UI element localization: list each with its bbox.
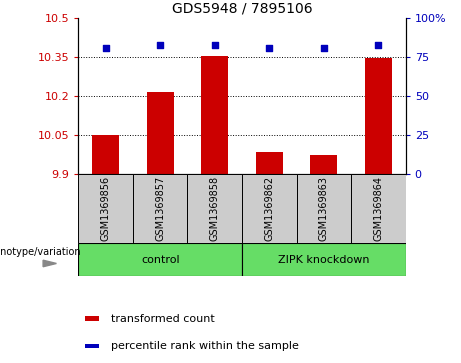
- Text: GSM1369862: GSM1369862: [264, 176, 274, 241]
- Text: GSM1369864: GSM1369864: [373, 176, 384, 241]
- Text: GSM1369863: GSM1369863: [319, 176, 329, 241]
- Bar: [242, 243, 406, 276]
- Bar: [78, 243, 242, 276]
- Text: ZIPK knockdown: ZIPK knockdown: [278, 254, 370, 265]
- Point: [157, 42, 164, 48]
- Bar: [365, 58, 392, 174]
- Bar: [78, 174, 133, 243]
- Point: [320, 45, 327, 51]
- Bar: [242, 174, 296, 243]
- Bar: [92, 135, 119, 174]
- Polygon shape: [43, 260, 56, 267]
- Bar: [147, 92, 174, 174]
- Bar: [133, 174, 188, 243]
- Bar: [351, 174, 406, 243]
- Text: transformed count: transformed count: [111, 314, 215, 323]
- Text: percentile rank within the sample: percentile rank within the sample: [111, 341, 299, 351]
- Bar: [188, 174, 242, 243]
- Bar: [201, 56, 228, 174]
- Text: GSM1369858: GSM1369858: [210, 176, 220, 241]
- Text: GSM1369857: GSM1369857: [155, 176, 165, 241]
- Text: control: control: [141, 254, 179, 265]
- Text: genotype/variation: genotype/variation: [0, 247, 82, 257]
- Bar: [310, 155, 337, 174]
- Bar: [85, 317, 99, 321]
- Point: [211, 42, 219, 48]
- Point: [375, 42, 382, 48]
- Point: [102, 45, 109, 51]
- Bar: [85, 343, 99, 348]
- Text: GSM1369856: GSM1369856: [100, 176, 111, 241]
- Title: GDS5948 / 7895106: GDS5948 / 7895106: [171, 1, 313, 16]
- Point: [266, 45, 273, 51]
- Bar: [296, 174, 351, 243]
- Bar: [256, 152, 283, 174]
